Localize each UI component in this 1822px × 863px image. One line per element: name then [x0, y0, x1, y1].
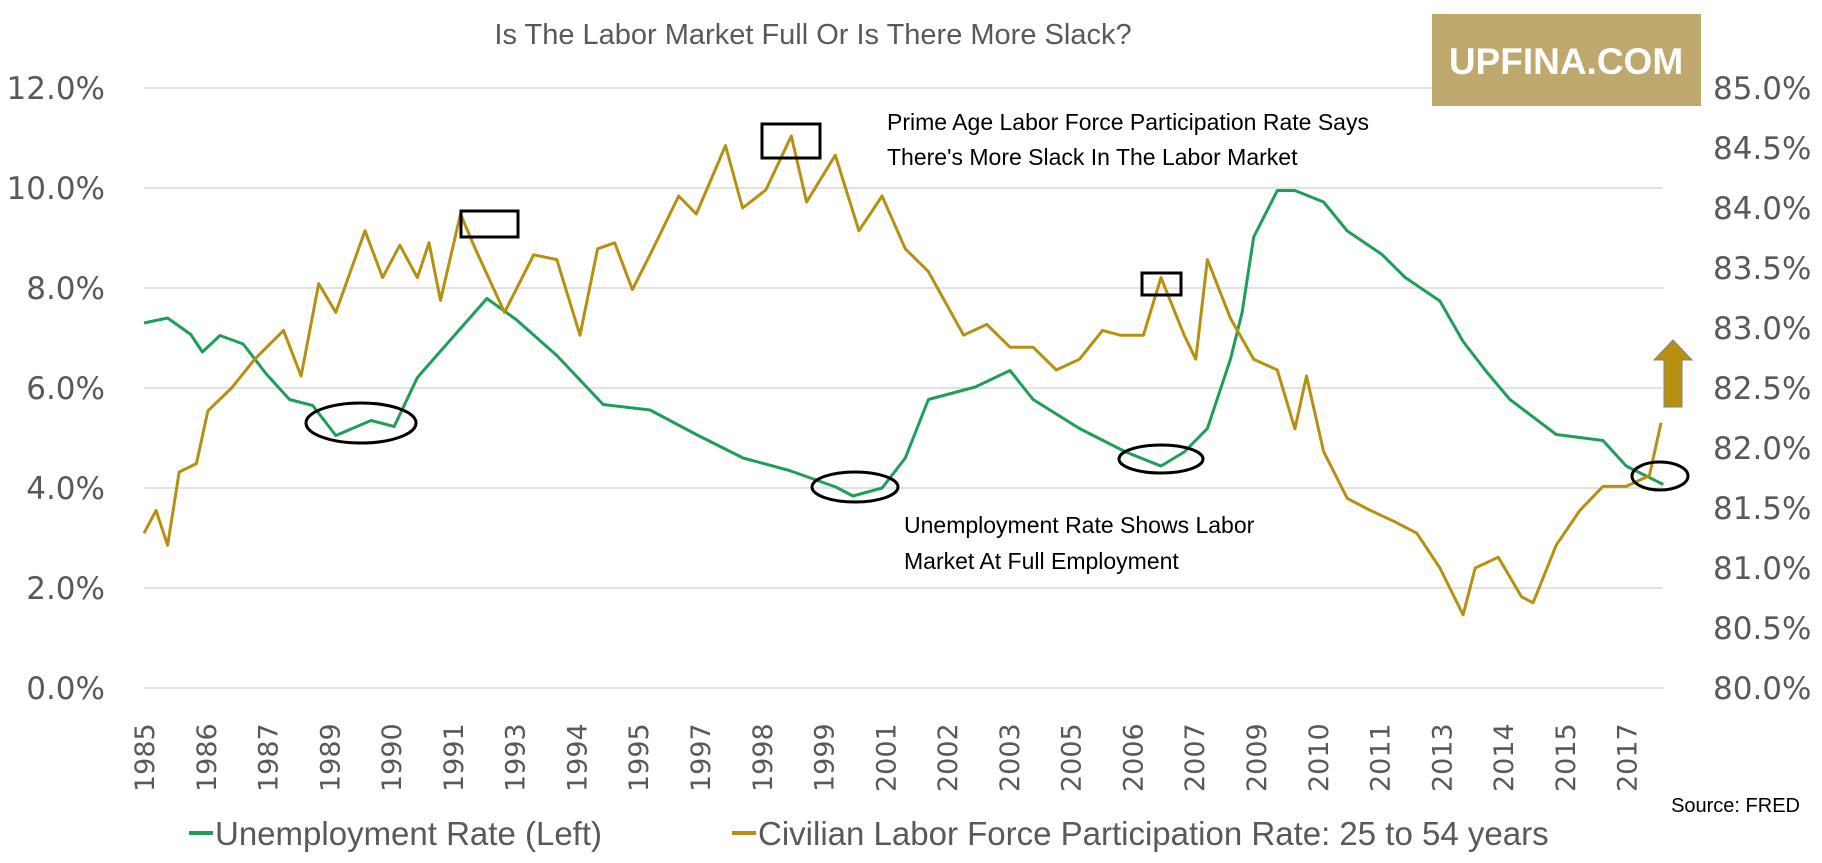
- highlight-ellipse-1989: [304, 401, 418, 445]
- x-axis-tick-label: 2002: [933, 723, 964, 792]
- x-axis-tick-label: 2006: [1118, 723, 1149, 792]
- legend: Unemployment Rate (Left) Civilian Labor …: [189, 815, 1549, 852]
- x-axis-tick-label: 1998: [748, 723, 779, 792]
- right-axis-tick-label: 82.0%: [1713, 431, 1811, 467]
- x-axis-tick-label: 2013: [1427, 723, 1458, 792]
- legend-label-participation: Civilian Labor Force Participation Rate:…: [758, 815, 1549, 852]
- highlight-ellipse-2000: [810, 470, 900, 504]
- x-axis-tick-label: 2011: [1366, 723, 1397, 792]
- right-axis-tick-label: 84.0%: [1713, 191, 1811, 227]
- x-axis-tick-label: 2005: [1057, 723, 1088, 792]
- annotation-unemployment-line2: Market At Full Employment: [904, 548, 1179, 574]
- right-axis-tick-label: 83.5%: [1713, 251, 1811, 287]
- x-axis-tick-label: 1999: [810, 723, 841, 792]
- right-axis-tick-label: 82.5%: [1713, 371, 1811, 407]
- left-axis-ticks: 0.0% 2.0% 4.0% 6.0% 8.0% 10.0% 12.0%: [7, 71, 105, 707]
- left-axis-tick-label: 4.0%: [26, 471, 105, 507]
- x-axis-tick-label: 1993: [501, 723, 532, 792]
- right-axis-tick-label: 80.0%: [1713, 671, 1811, 707]
- x-axis-tick-label: 1991: [439, 723, 470, 792]
- highlight-ellipse-2007: [1117, 443, 1205, 475]
- x-axis-tick-label: 1986: [192, 723, 223, 792]
- x-axis-tick-label: 2010: [1304, 723, 1335, 792]
- left-axis-tick-label: 12.0%: [7, 71, 105, 107]
- x-axis-tick-label: 1994: [562, 723, 593, 792]
- highlight-ellipses: [304, 401, 1690, 504]
- x-axis-ticks: 1985 1986 1987 1989 1990 1991 1993 1994 1995 1997…: [130, 723, 1644, 792]
- x-axis-tick-label: 1995: [624, 723, 655, 792]
- upfina-logo: UPFINA.COM: [1432, 14, 1701, 106]
- x-axis-tick-label: 2015: [1551, 723, 1582, 792]
- right-axis-tick-label: 81.5%: [1713, 491, 1811, 527]
- series-lines: [142, 134, 1664, 617]
- x-axis-tick-label: 1985: [130, 723, 161, 792]
- highlight-boxes: [459, 122, 1183, 297]
- annotation-participation: Prime Age Labor Force Participation Rate…: [887, 109, 1369, 170]
- annotation-participation-line2: There's More Slack In The Labor Market: [887, 144, 1298, 170]
- participation-rate-line: [142, 134, 1663, 617]
- annotation-unemployment: Unemployment Rate Shows Labor Market At …: [904, 512, 1255, 574]
- right-axis-tick-label: 84.5%: [1713, 131, 1811, 167]
- x-axis-tick-label: 1997: [686, 723, 717, 792]
- source-note: Source: FRED: [1671, 795, 1800, 817]
- legend-label-unemployment: Unemployment Rate (Left): [215, 815, 602, 852]
- logo-background: [1432, 14, 1701, 106]
- right-axis-tick-label: 81.0%: [1713, 551, 1811, 587]
- highlight-box-2007: [1140, 271, 1183, 297]
- x-axis-tick-label: 2009: [1242, 723, 1273, 792]
- highlight-box-1992: [459, 209, 520, 239]
- logo-text: UPFINA.COM: [1449, 41, 1683, 82]
- gridlines: [144, 87, 1663, 689]
- left-axis-tick-label: 0.0%: [26, 671, 105, 707]
- right-axis-tick-label: 85.0%: [1713, 71, 1811, 107]
- left-axis-tick-label: 2.0%: [26, 571, 105, 607]
- right-axis-tick-label: 83.0%: [1713, 311, 1811, 347]
- x-axis-tick-label: 2007: [1180, 723, 1211, 792]
- x-axis-tick-label: 2014: [1489, 723, 1520, 792]
- x-axis-tick-label: 1989: [315, 723, 346, 792]
- chart-title: Is The Labor Market Full Or Is There Mor…: [494, 19, 1131, 51]
- left-axis-tick-label: 8.0%: [26, 271, 105, 307]
- highlight-box-1998: [760, 122, 822, 160]
- right-axis-ticks: 80.0% 80.5% 81.0% 81.5% 82.0% 82.5% 83.0% 83.5%…: [1713, 71, 1811, 707]
- up-arrow-icon: [1652, 339, 1694, 408]
- unemployment-rate-line: [143, 189, 1664, 498]
- annotation-unemployment-line1: Unemployment Rate Shows Labor: [904, 512, 1255, 538]
- highlight-ellipse-2017: [1630, 460, 1690, 492]
- x-axis-tick-label: 1990: [377, 723, 408, 792]
- left-axis-tick-label: 10.0%: [7, 171, 105, 207]
- x-axis-tick-label: 1987: [254, 723, 285, 792]
- annotation-participation-line1: Prime Age Labor Force Participation Rate…: [887, 109, 1369, 135]
- x-axis-tick-label: 2003: [995, 723, 1026, 792]
- x-axis-tick-label: 2017: [1613, 723, 1644, 792]
- left-axis-tick-label: 6.0%: [26, 371, 105, 407]
- x-axis-tick-label: 2001: [871, 723, 902, 792]
- right-axis-tick-label: 80.5%: [1713, 611, 1811, 647]
